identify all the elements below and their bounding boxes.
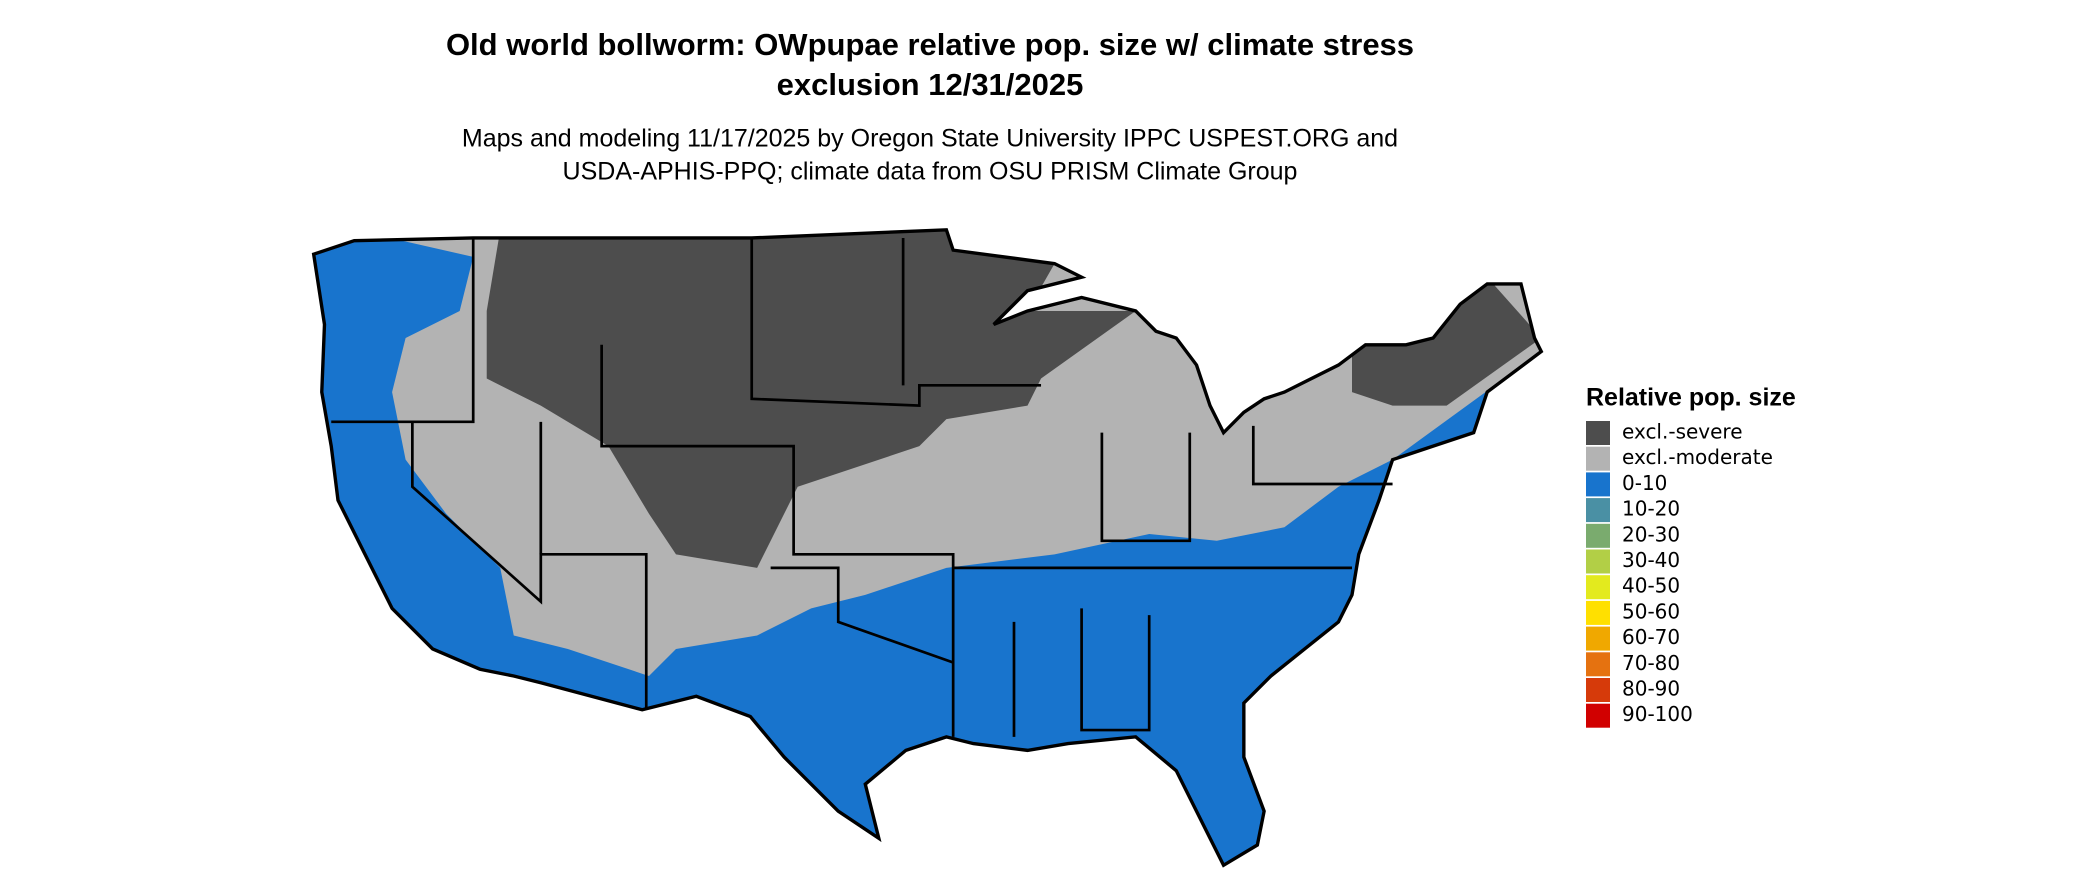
legend-swatch (1586, 472, 1610, 497)
legend-swatch (1586, 549, 1610, 574)
legend-label: 60-70 (1622, 625, 1680, 649)
legend-label: 80-90 (1622, 677, 1680, 701)
legend-swatch (1586, 421, 1610, 445)
region-severe (1351, 277, 1542, 406)
legend-label: 90-100 (1622, 702, 1693, 726)
title-line: exclusion 12/31/2025 (777, 67, 1084, 102)
legend-swatch (1586, 703, 1610, 728)
legend-swatch (1586, 446, 1610, 471)
legend-label: excl.-moderate (1622, 445, 1773, 469)
legend: excl.-severeexcl.-moderate0-1010-2020-30… (1586, 420, 1773, 728)
legend-label: 70-80 (1622, 651, 1680, 675)
legend-label: 20-30 (1622, 522, 1680, 546)
legend-swatch (1586, 652, 1610, 677)
legend-swatch (1586, 678, 1610, 702)
title-line: Old world bollworm: OWpupae relative pop… (446, 27, 1414, 62)
subtitle-line: Maps and modeling 11/17/2025 by Oregon S… (462, 125, 1398, 153)
legend-label: 0-10 (1622, 471, 1667, 495)
legend-swatch (1586, 498, 1610, 523)
legend-label: 40-50 (1622, 574, 1680, 598)
legend-title: Relative pop. size (1586, 384, 1796, 412)
legend-label: excl.-severe (1622, 420, 1743, 444)
legend-label: 10-20 (1622, 497, 1680, 521)
legend-swatch (1586, 523, 1610, 548)
state-borders (331, 237, 1393, 737)
legend-label: 50-60 (1622, 599, 1680, 623)
legend-swatch (1586, 626, 1610, 651)
legend-swatch (1586, 600, 1610, 625)
legend-label: 30-40 (1622, 548, 1680, 572)
subtitle-line: USDA-APHIS-PPQ; climate data from OSU PR… (563, 158, 1298, 186)
us-map (311, 228, 1543, 867)
region-severe (486, 229, 1136, 568)
legend-swatch (1586, 575, 1610, 600)
